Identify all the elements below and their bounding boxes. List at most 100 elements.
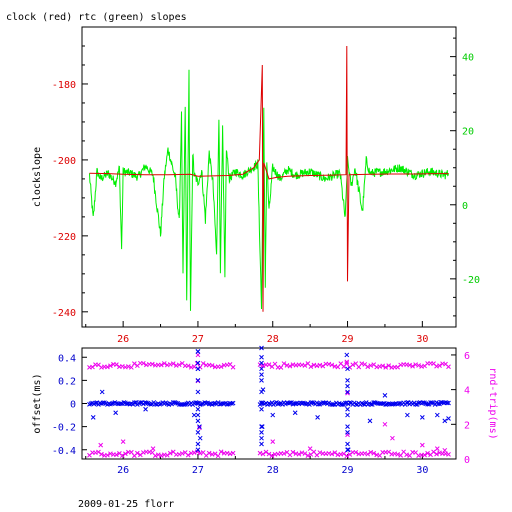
rnd-trip-point: [278, 365, 284, 370]
offset-outlier: [143, 406, 148, 412]
offset-point: [259, 400, 264, 405]
rnd-trip-outlier: [270, 439, 276, 445]
rnd-trip-point: [446, 452, 451, 457]
offset-spike-point: [345, 406, 350, 412]
rnd-trip-point: [302, 363, 308, 368]
offset-series: [87, 345, 451, 453]
rnd-trip-point: [161, 361, 167, 366]
offset-spike-point: [259, 354, 264, 360]
offset-point: [287, 400, 293, 406]
rnd-trip-outlier: [344, 359, 350, 365]
rnd-trip-point: [230, 450, 236, 456]
rnd-trip-point: [164, 452, 170, 458]
bottom-y2-tick-label: 4: [464, 386, 470, 397]
rnd-trip-point: [218, 364, 224, 370]
clock-slope-line: [89, 45, 449, 312]
offset-spike-point: [195, 406, 201, 412]
rnd-trip-point: [114, 362, 119, 368]
offset-point: [143, 400, 149, 406]
offset-point: [446, 400, 451, 406]
rnd-trip-point: [260, 451, 266, 457]
offset-spike-point: [259, 378, 264, 383]
rnd-trip-point: [332, 450, 338, 455]
rnd-trip-point: [365, 364, 371, 370]
rnd-trip-point: [305, 453, 311, 458]
offset-spike-point: [195, 418, 201, 424]
bottom-x-tick-label: 30: [416, 465, 428, 476]
rnd-trip-point: [105, 364, 110, 370]
rnd-trip-point: [296, 451, 302, 457]
rnd-trip-point: [176, 362, 182, 368]
rnd-trip-point: [185, 452, 191, 458]
offset-point: [157, 401, 163, 407]
rnd-trip-point: [407, 362, 412, 368]
rnd-trip-point: [281, 361, 287, 366]
rnd-trip-outlier: [345, 390, 350, 396]
offset-point: [339, 402, 345, 407]
top-y-axis-label: clockslope: [32, 147, 43, 207]
rnd-trip-point: [99, 451, 104, 457]
offset-outlier: [292, 410, 298, 416]
top-y-tick-label: -180: [52, 80, 76, 91]
rnd-trip-point: [365, 451, 371, 457]
offset-outlier: [419, 415, 425, 420]
rnd-trip-outlier: [98, 442, 104, 448]
offset-spike-point: [345, 383, 350, 389]
rnd-trip-point: [167, 450, 173, 456]
offset-point: [413, 401, 418, 407]
rnd-trip-outlier: [195, 352, 201, 358]
rnd-trip-point: [341, 451, 347, 457]
rnd-trip-point: [185, 363, 191, 369]
rnd-trip-point: [158, 362, 164, 368]
bottom-x-tick-label: 27: [192, 465, 204, 476]
top-x-tick-label: 26: [117, 334, 129, 345]
top-y-tick-label: -220: [52, 232, 76, 243]
rnd-trip-point: [347, 452, 353, 457]
offset-outlier: [344, 352, 350, 358]
bottom-y-tick-label: 0.2: [58, 376, 76, 387]
offset-spike-point: [195, 447, 201, 453]
offset-point: [342, 400, 348, 406]
offset-point: [93, 400, 98, 406]
offset-outlier: [90, 415, 96, 420]
offset-outlier: [367, 418, 373, 424]
rnd-trip-point: [380, 363, 386, 369]
offset-spike-point: [195, 349, 201, 354]
rnd-trip-point: [344, 361, 350, 366]
offset-spike-point: [259, 389, 264, 395]
rnd-trip-point: [266, 451, 272, 457]
rnd-trip-series: [87, 352, 451, 459]
bottom-x-tick-label: 29: [342, 465, 354, 476]
top-y2-tick-label: -20: [462, 275, 480, 286]
offset-spike-point: [259, 401, 264, 406]
bottom-y-tick-label: -0.4: [52, 446, 76, 457]
rnd-trip-outlier: [307, 446, 313, 451]
rnd-trip-point: [434, 451, 439, 457]
rnd-trip-point: [129, 365, 134, 370]
rnd-trip-outlier: [197, 425, 202, 431]
rnd-trip-outlier: [120, 439, 126, 445]
offset-point: [444, 400, 450, 406]
rnd-trip-point: [437, 363, 442, 368]
offset-outlier: [442, 418, 448, 424]
offset-spike-point: [259, 441, 264, 447]
rnd-trip-point: [320, 363, 326, 369]
offset-outlier: [315, 415, 320, 420]
rnd-trip-outlier: [419, 442, 425, 448]
offset-outlier: [345, 447, 351, 453]
offset-outlier: [345, 430, 350, 435]
top-y-tick-label: -240: [52, 308, 76, 319]
bottom-y2-tick-label: 6: [464, 351, 470, 362]
rnd-trip-outlier: [382, 421, 388, 427]
top-y2-tick-label: 40: [462, 53, 474, 64]
rnd-trip-point: [263, 449, 269, 455]
rnd-trip-outlier: [390, 435, 395, 441]
rnd-trip-outlier: [150, 446, 156, 451]
rnd-trip-point: [114, 452, 119, 458]
bottom-y-axis-label: offset(ms): [32, 373, 43, 433]
offset-outlier: [405, 412, 410, 418]
rnd-trip-point: [206, 450, 212, 456]
rnd-trip-point: [123, 451, 128, 457]
rnd-trip-point: [353, 450, 359, 455]
